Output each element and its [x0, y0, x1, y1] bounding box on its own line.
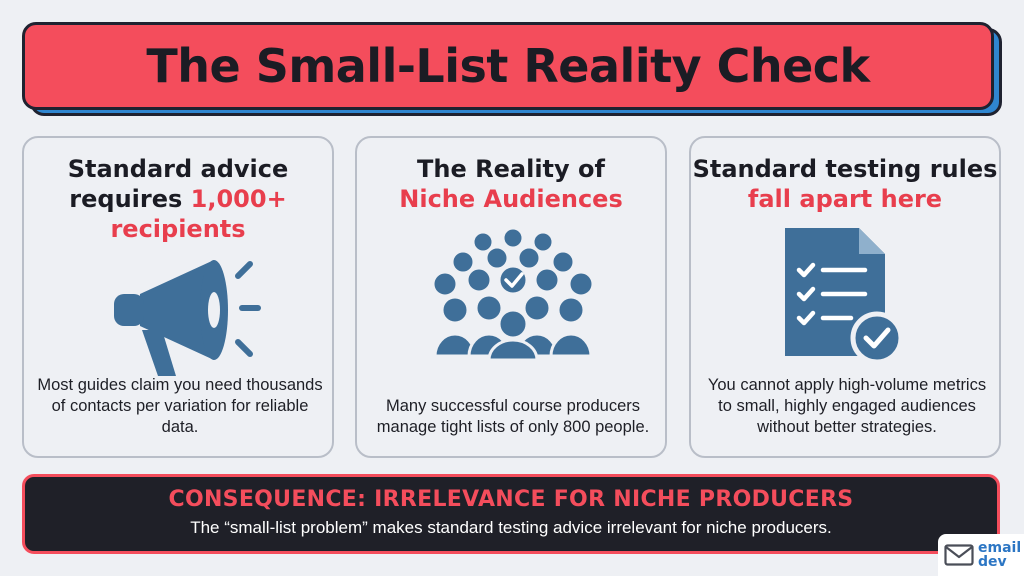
consequence-title: CONSEQUENCE: IRRELEVANCE FOR NICHE PRODU…: [168, 487, 854, 512]
card-body: Most guides claim you need thousands of …: [37, 376, 323, 436]
title-box: The Small-List Reality Check: [22, 22, 994, 110]
logo-line-2: dev: [978, 554, 1007, 570]
crowd-icon: [427, 226, 599, 365]
logo-line-1: email: [978, 540, 1022, 556]
card-niche-audiences: The Reality of Niche Audiences Many succ…: [355, 136, 667, 458]
card-title-text: Standard advice requires: [67, 155, 289, 213]
card-title-highlight: fall apart here: [747, 185, 943, 213]
checklist-document-icon: [781, 224, 911, 369]
title-banner: The Small-List Reality Check: [22, 22, 1002, 116]
card-title: The Reality of Niche Audiences: [357, 154, 665, 214]
card-body: You cannot apply high-volume metrics to …: [707, 376, 987, 436]
card-title-highlight: Niche Audiences: [399, 185, 623, 213]
card-title: Standard testing rules fall apart here: [691, 154, 999, 214]
logo-wordmark: email dev: [978, 541, 1021, 569]
card-title-text: The Reality of: [417, 155, 605, 183]
card-title-text: Standard testing rules: [692, 155, 998, 183]
card-standard-advice: Standard advice requires 1,000+ recipien…: [22, 136, 334, 458]
page-title: The Small-List Reality Check: [146, 39, 870, 93]
megaphone-icon: [102, 250, 262, 395]
envelope-icon: [944, 544, 974, 566]
consequence-banner: CONSEQUENCE: IRRELEVANCE FOR NICHE PRODU…: [22, 474, 1000, 554]
card-testing-rules: Standard testing rules fall apart here Y…: [689, 136, 1001, 458]
brand-logo: email dev: [938, 534, 1024, 576]
card-title: Standard advice requires 1,000+ recipien…: [24, 154, 332, 244]
consequence-text: The “small-list problem” makes standard …: [190, 518, 832, 537]
card-body: Many successful course producers manage …: [376, 397, 650, 436]
card-title-highlight: 1,000+ recipients: [110, 185, 287, 243]
